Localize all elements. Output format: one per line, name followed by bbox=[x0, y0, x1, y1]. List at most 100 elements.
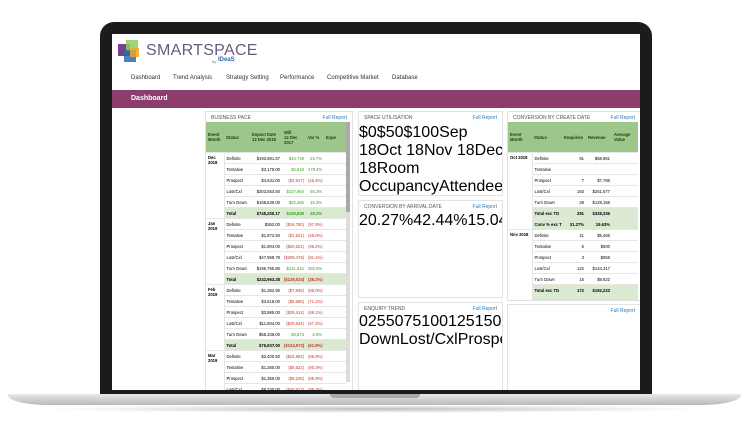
cell-value: ($124,973) bbox=[282, 339, 306, 351]
cell-value: (86.9%) bbox=[306, 350, 324, 362]
full-report-link[interactable]: Full Report bbox=[472, 306, 497, 312]
enquiry-trend-panel: ENQUIRY TREND Full Report 02550751001251… bbox=[358, 302, 503, 390]
data-table: Event Month Status Enquiries Revenue Average… bbox=[508, 122, 638, 300]
status: Conv % exc TD bbox=[532, 218, 562, 230]
legend-label: Turn Down bbox=[359, 331, 400, 348]
nav-item[interactable]: Performance bbox=[280, 75, 315, 81]
cell-value: ($16,780) bbox=[282, 218, 306, 230]
legend-label: Attendee Density bbox=[439, 178, 503, 195]
cell-value: $6,740.00 bbox=[250, 383, 282, 390]
full-report-link[interactable]: Full Report bbox=[472, 115, 497, 121]
table-row: Lost/Cxl 193 $251,577 bbox=[508, 185, 638, 197]
status: Tentative bbox=[224, 163, 250, 175]
cell-cut bbox=[612, 295, 638, 300]
panel-title: SPACE UTILISATION bbox=[364, 115, 413, 121]
status: Lost/Cxl bbox=[532, 185, 562, 197]
cell-value: ($15,952) bbox=[282, 350, 306, 362]
cell-value: $129,156 bbox=[586, 196, 612, 208]
cell-cut bbox=[612, 196, 638, 208]
cell-value: ($5,622) bbox=[282, 361, 306, 373]
cell-value: $11,804.00 bbox=[250, 317, 282, 329]
table-row: Oct 2018 Definite 91 $68,961 bbox=[508, 152, 638, 230]
data-label: 20.27% bbox=[359, 212, 414, 229]
table-row: Lost/Cxl $6,740.00 ($40,512) (85.7%) bbox=[206, 383, 346, 390]
header-row: Event Month Status Expect Date 12 Dec 2018… bbox=[206, 122, 346, 153]
table-row: Conv % exc TD 34.91% 25.48% bbox=[508, 295, 638, 300]
cell-value: $328,336 bbox=[586, 207, 612, 219]
laptop-notch bbox=[330, 394, 420, 398]
cell-value: 28 bbox=[562, 196, 586, 208]
conversion-arrival-panel: CONVERSION BY ARRIVAL DATE Full Report S… bbox=[358, 200, 503, 298]
nav-item[interactable]: Database bbox=[392, 75, 418, 81]
logo-name: SMARTSPACE bbox=[146, 42, 258, 59]
cell-value: 122 bbox=[562, 262, 586, 274]
panel-title: CONVERSION BY ARRIVAL DATE bbox=[364, 204, 442, 210]
table-row: Total exc TD 291 $328,336 bbox=[508, 207, 638, 219]
cell-cut bbox=[612, 273, 638, 285]
panel-title: BUSINESS PACE bbox=[211, 115, 251, 121]
table-row: Total $242,963.28 ($128,024) (36.2%) bbox=[206, 273, 346, 285]
cell-value: 55.2% bbox=[306, 185, 324, 197]
column-header: Var % bbox=[306, 122, 324, 153]
cell-cut bbox=[324, 372, 346, 384]
cell-value: ($7,846) bbox=[282, 284, 306, 296]
column-header: Expe bbox=[324, 122, 346, 153]
cell-cut bbox=[324, 284, 346, 296]
nav-item[interactable]: Dashboard bbox=[131, 75, 161, 81]
cell-value: 3 bbox=[562, 251, 586, 263]
cell-value: (96.2%) bbox=[306, 240, 324, 252]
status: Tentative bbox=[224, 229, 250, 241]
scrollbar bbox=[346, 122, 350, 382]
status: Turn Down bbox=[224, 262, 250, 274]
table-row: Lost/Cxl $47,959.78 ($206,476) (81.1%) bbox=[206, 251, 346, 263]
cell-cut bbox=[324, 350, 346, 362]
status: Lost/Cxl bbox=[224, 383, 250, 390]
nav-item[interactable]: Trend Analysis bbox=[173, 75, 213, 81]
cell-value: $195,765.80 bbox=[250, 262, 282, 274]
cell-cut bbox=[324, 273, 346, 285]
cell-cut bbox=[324, 174, 346, 186]
table-row: Lost/Cxl $303,554.50 $107,964 55.2% bbox=[206, 185, 346, 197]
table-row: Tentative $3,175.00 $2,616 478.4% bbox=[206, 163, 346, 175]
cell-cut bbox=[612, 262, 638, 274]
cell-value: $141,612 bbox=[282, 262, 306, 274]
full-report-link[interactable]: Full Report bbox=[610, 308, 635, 314]
cell-value: 25.48% bbox=[586, 295, 612, 300]
column-header: Status bbox=[532, 122, 562, 153]
nav-item[interactable]: Competitive Market bbox=[327, 75, 379, 81]
x-tick-label: Oct 18 bbox=[376, 142, 424, 159]
cell-value: 25.2% bbox=[306, 207, 324, 219]
data-label: 15.04% bbox=[467, 212, 502, 229]
space-utilisation-panel: SPACE UTILISATION Full Report $0$50$100S… bbox=[358, 111, 503, 196]
cell-value: ($40,512) bbox=[282, 383, 306, 390]
cell-value: $251,577 bbox=[586, 185, 612, 197]
cell-value: $1,382.90 bbox=[250, 284, 282, 296]
cell-cut bbox=[324, 196, 346, 208]
status: Tentative bbox=[224, 361, 250, 373]
status: Turn Down bbox=[224, 196, 250, 208]
cell-value: $242,963.28 bbox=[250, 273, 282, 285]
y2-tick-label: $0 bbox=[359, 124, 377, 141]
cell-value: $1,872.50 bbox=[250, 229, 282, 241]
scroll-thumb[interactable] bbox=[346, 122, 350, 212]
cell-value: $3,518.00 bbox=[250, 295, 282, 307]
nav-item[interactable]: Strategy Setting bbox=[226, 75, 269, 81]
full-report-link[interactable]: Full Report bbox=[322, 115, 347, 121]
table-row: Conv % exc TD 31.27% 19.63% bbox=[508, 218, 638, 230]
table-row: Dec 2018 Definite $193,981.67 $44,749 29.7% bbox=[206, 152, 346, 219]
cell-cut bbox=[324, 383, 346, 390]
cell-value: $658 bbox=[586, 251, 612, 263]
title-bar: Dashboard bbox=[112, 90, 640, 108]
cell-value: 478.4% bbox=[306, 163, 324, 175]
cell-value: ($8,665) bbox=[282, 295, 306, 307]
y-tick-label: 50 bbox=[385, 313, 404, 330]
full-report-link[interactable]: Full Report bbox=[610, 115, 635, 121]
table-row: Total $745,200.17 $150,839 25.2% bbox=[206, 207, 346, 219]
status: Turn Down bbox=[532, 196, 562, 208]
full-report-link[interactable]: Full Report bbox=[472, 204, 497, 210]
y-axis-label: Enquiries bbox=[501, 313, 502, 330]
cell-value: 283.6% bbox=[306, 262, 324, 274]
cell-value: (36.2%) bbox=[306, 273, 324, 285]
cell-value: 21 bbox=[562, 229, 586, 241]
cell-cut bbox=[324, 152, 346, 164]
